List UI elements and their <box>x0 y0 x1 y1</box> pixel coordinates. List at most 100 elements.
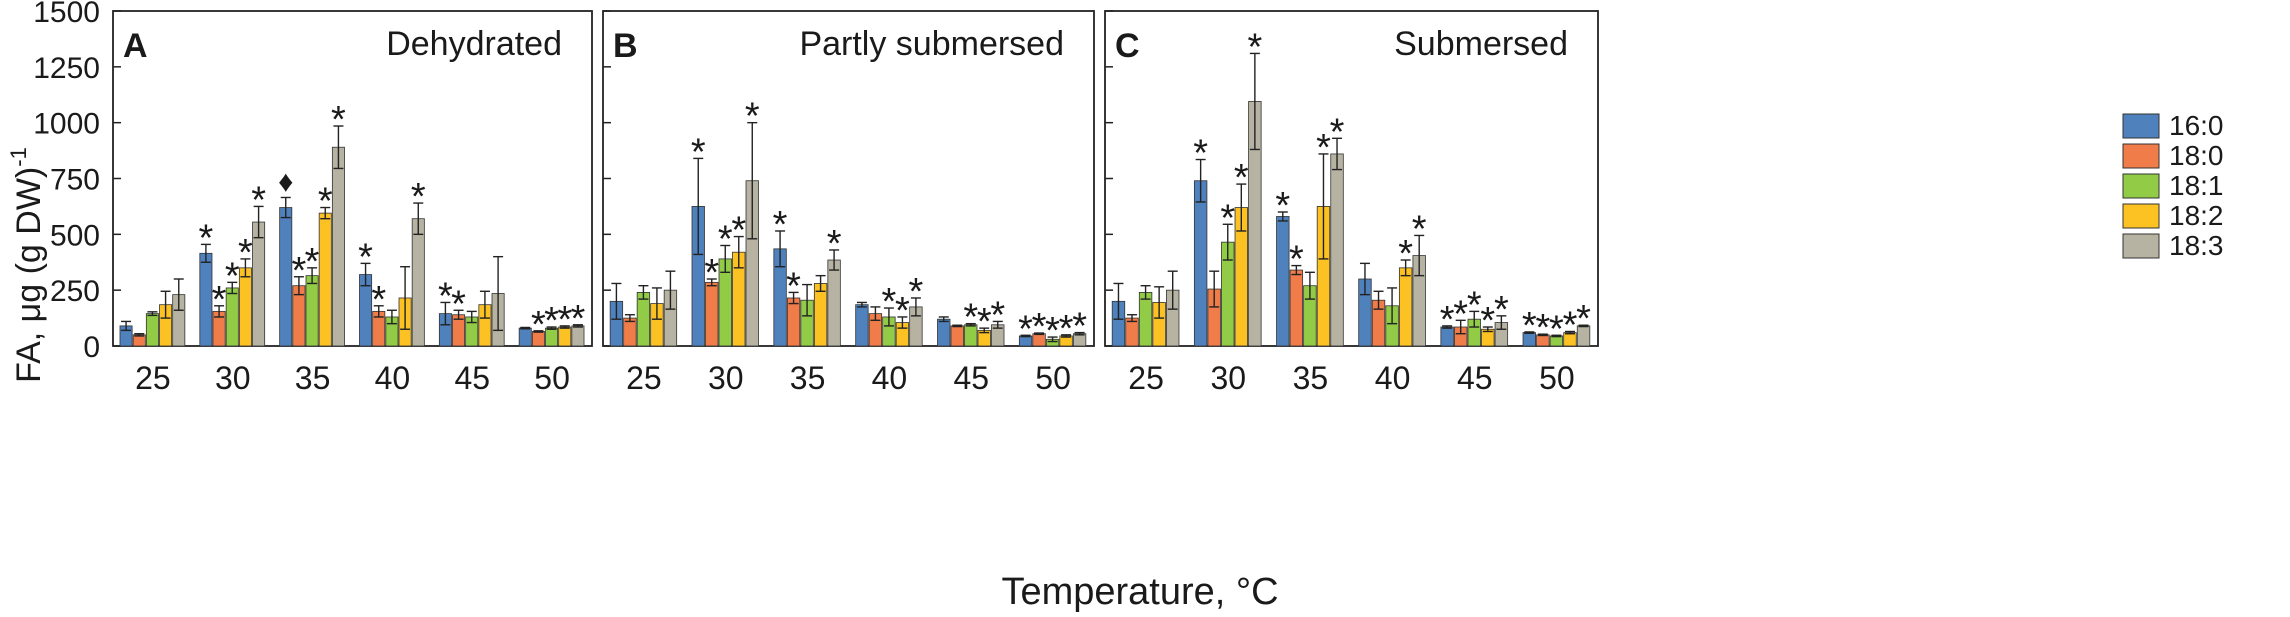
significance-marker: * <box>251 179 266 221</box>
x-tick-label: 40 <box>872 360 908 396</box>
y-tick-label: 1250 <box>33 52 100 85</box>
x-axis-label: Temperature, °C <box>1001 571 1278 613</box>
significance-marker: * <box>1576 298 1591 340</box>
legend-swatch-18-0 <box>2122 143 2160 169</box>
legend-label: 18:3 <box>2169 230 2224 261</box>
legend-swatch-16-0 <box>2122 113 2160 139</box>
bar-16-0 <box>518 327 532 347</box>
x-tick-label: 40 <box>1375 360 1411 396</box>
significance-marker: * <box>1549 308 1564 350</box>
y-tick-label: 1500 <box>33 0 100 29</box>
significance-marker: * <box>1045 310 1060 352</box>
significance-marker: * <box>1289 239 1304 281</box>
significance-marker: * <box>544 300 559 342</box>
significance-marker: * <box>318 181 333 223</box>
significance-marker: * <box>1535 307 1550 349</box>
legend-swatch-18-3 <box>2122 233 2160 259</box>
y-tick-label: 250 <box>50 275 100 308</box>
x-tick-label: 50 <box>1539 360 1575 396</box>
bar-18-3 <box>1330 153 1344 347</box>
y-tick-label: 0 <box>83 331 100 364</box>
significance-marker: * <box>1220 197 1235 239</box>
significance-marker: * <box>1398 233 1413 275</box>
significance-marker: * <box>1032 306 1047 348</box>
significance-marker: * <box>731 210 746 252</box>
y-axis-label: FA, μg (g DW)-1 <box>6 147 48 383</box>
significance-marker: * <box>1330 111 1345 153</box>
bar-18-1 <box>305 275 319 347</box>
significance-marker: * <box>1193 133 1208 175</box>
x-tick-label: 25 <box>626 360 662 396</box>
significance-marker: * <box>718 219 733 261</box>
x-tick-label: 35 <box>790 360 826 396</box>
significance-marker: * <box>1453 293 1468 335</box>
bar-18-2 <box>318 212 332 347</box>
bar-16-0 <box>199 252 213 347</box>
bar-18-2 <box>238 267 252 347</box>
significance-marker: * <box>238 232 253 274</box>
legend-swatch-18-1 <box>2122 173 2160 199</box>
significance-marker: * <box>963 297 978 339</box>
x-tick-label: 30 <box>708 360 744 396</box>
x-tick-label: 35 <box>1293 360 1329 396</box>
panel-letter: C <box>1115 27 1140 65</box>
bar-18-0 <box>1289 269 1304 347</box>
bar-18-1 <box>636 291 651 347</box>
significance-marker: * <box>358 236 373 278</box>
bar-18-0 <box>623 317 637 347</box>
bar-18-3 <box>411 218 425 347</box>
significance-marker: * <box>786 265 801 307</box>
significance-marker: * <box>1234 157 1249 199</box>
bar-16-0 <box>937 318 951 347</box>
bar-16-0 <box>1276 216 1290 347</box>
significance-marker: * <box>451 283 466 325</box>
significance-marker: * <box>1275 185 1290 227</box>
significance-marker: * <box>1494 289 1509 331</box>
y-axis-label-main: FA, μg (g DW) <box>10 167 48 383</box>
legend-label: 16:0 <box>2169 110 2224 141</box>
significance-marker: * <box>1316 127 1331 169</box>
significance-marker: * <box>773 204 788 246</box>
panel-letter: A <box>123 27 148 65</box>
panel-title: Submersed <box>1394 25 1568 63</box>
x-tick-label: 45 <box>1457 360 1493 396</box>
legend: 16:018:018:118:218:3 <box>2122 110 2224 261</box>
x-tick-label: 50 <box>534 360 570 396</box>
bar-18-1 <box>145 313 159 347</box>
diamond-marker: ♦ <box>278 165 293 198</box>
legend-label: 18:1 <box>2169 170 2224 201</box>
significance-marker: * <box>745 96 760 138</box>
significance-marker: * <box>411 176 426 218</box>
x-tick-label: 45 <box>454 360 490 396</box>
x-tick-label: 30 <box>1210 360 1246 396</box>
y-axis-label-superscript: -1 <box>6 147 31 167</box>
panel-title: Dehydrated <box>386 25 562 63</box>
significance-marker: * <box>691 131 706 173</box>
significance-marker: * <box>1522 305 1537 347</box>
significance-marker: * <box>305 241 320 283</box>
significance-marker: * <box>292 250 307 292</box>
significance-marker: * <box>1059 308 1074 350</box>
panel-title: Partly submersed <box>799 25 1064 63</box>
bar-18-1 <box>1138 291 1153 347</box>
significance-marker: * <box>1247 26 1262 68</box>
significance-marker: * <box>895 290 910 332</box>
significance-marker: * <box>571 298 586 340</box>
x-tick-label: 50 <box>1035 360 1071 396</box>
bar-18-2 <box>813 283 828 347</box>
significance-marker: * <box>438 275 453 317</box>
legend-label: 18:2 <box>2169 200 2224 231</box>
x-tick-label: 35 <box>295 360 331 396</box>
panel-letter: B <box>613 27 638 65</box>
significance-marker: * <box>704 252 719 294</box>
x-tick-label: 45 <box>953 360 989 396</box>
significance-marker: * <box>557 299 572 341</box>
bar-18-0 <box>950 325 964 347</box>
x-tick-label: 40 <box>375 360 411 396</box>
y-tick-label: 750 <box>50 164 100 197</box>
significance-marker: * <box>331 99 346 141</box>
